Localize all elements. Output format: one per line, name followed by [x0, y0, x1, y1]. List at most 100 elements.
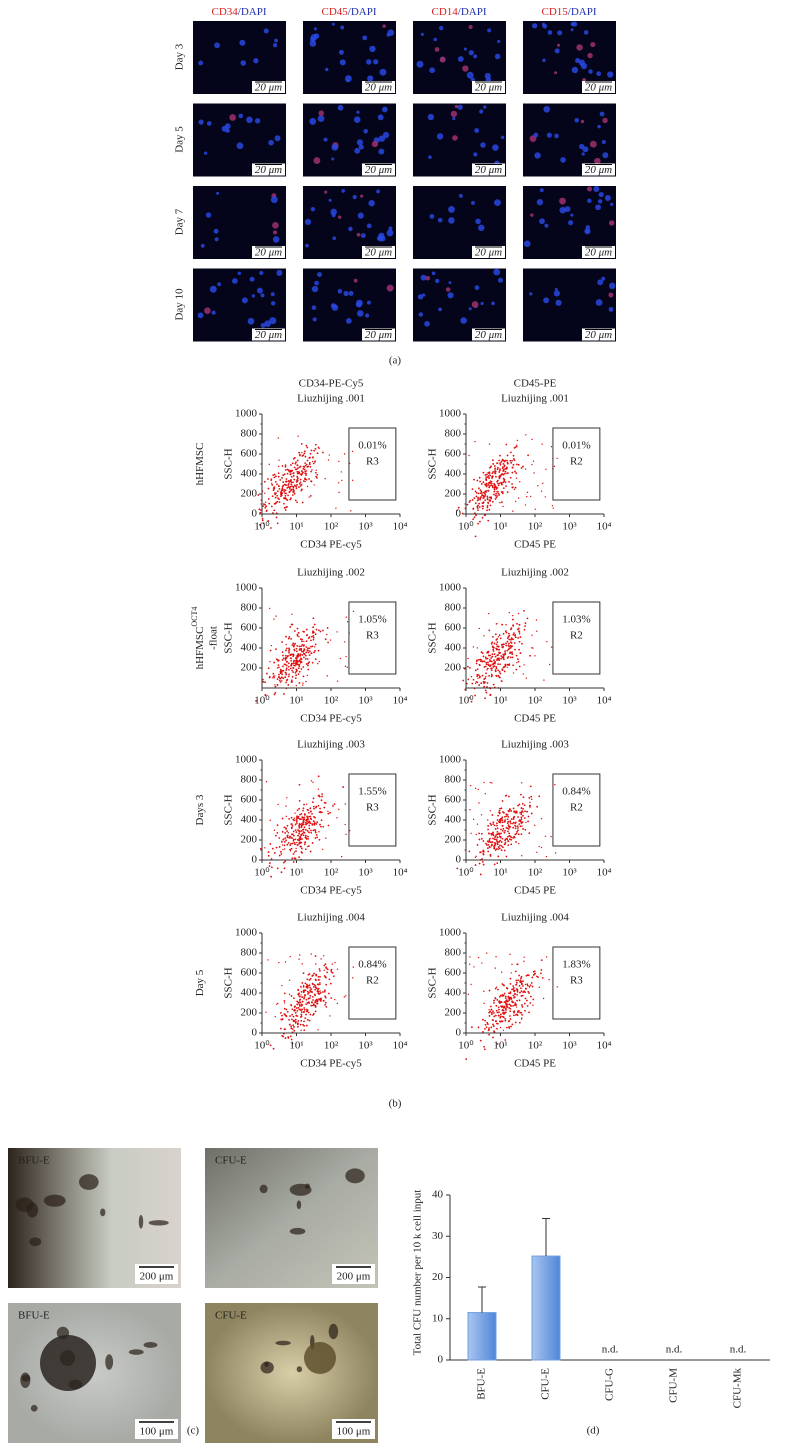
event-dot: [508, 1006, 511, 1009]
event-dot: [482, 680, 485, 683]
event-dot: [300, 648, 303, 650]
event-dot: [514, 821, 517, 824]
event-dot: [528, 985, 531, 988]
event-dot: [307, 837, 310, 840]
event-dot: [501, 1005, 504, 1008]
event-dot: [530, 795, 533, 798]
event-dot: [296, 844, 299, 846]
event-dot: [307, 465, 310, 468]
event-dot: [258, 523, 261, 526]
event-dot: [497, 1006, 500, 1009]
event-dot: [497, 645, 499, 648]
event-dot: [495, 496, 498, 499]
event-dot: [300, 994, 302, 996]
nucleus: [439, 56, 446, 63]
event-dot: [314, 443, 317, 446]
event-dot: [517, 804, 519, 807]
y-tick-label: 800: [241, 947, 258, 959]
nucleus: [309, 40, 317, 47]
event-dot: [543, 679, 545, 681]
event-dot: [497, 484, 500, 487]
scale-bar-label: 20 μm: [255, 329, 282, 341]
marker-label: CD14: [431, 6, 458, 18]
nucleus: [341, 189, 346, 193]
nucleus: [460, 317, 467, 324]
event-dot: [285, 672, 287, 674]
x-tick-label: 10⁴: [597, 521, 612, 533]
event-dot: [297, 989, 299, 991]
event-dot: [275, 834, 277, 837]
event-dot: [280, 853, 283, 855]
event-dot: [304, 464, 307, 467]
event-dot: [291, 613, 293, 616]
event-dot: [471, 682, 474, 685]
event-dot: [308, 461, 311, 464]
event-dot: [484, 656, 487, 659]
event-dot: [486, 1021, 489, 1024]
nucleus: [360, 194, 364, 198]
gate-percent: 1.55%: [358, 786, 386, 798]
event-dot: [470, 1026, 473, 1029]
event-dot: [506, 822, 509, 825]
nucleus: [379, 68, 387, 76]
event-dot: [530, 982, 533, 984]
event-dot: [488, 472, 491, 475]
event-dot: [292, 662, 295, 665]
event-dot: [493, 653, 496, 656]
event-dot: [487, 1023, 489, 1026]
event-dot: [331, 963, 333, 965]
event-dot: [299, 1005, 301, 1007]
event-dot: [474, 856, 477, 859]
event-dot: [494, 828, 497, 830]
event-dot: [303, 803, 305, 806]
sample-name: Liuzhijing .003: [501, 739, 569, 751]
y-tick-label: 200: [241, 834, 258, 846]
event-dot: [265, 780, 268, 783]
event-dot: [516, 990, 519, 993]
event-dot: [280, 840, 283, 843]
event-dot: [302, 682, 304, 684]
event-dot: [265, 505, 268, 508]
event-dot: [298, 1003, 301, 1006]
event-dot: [289, 498, 292, 501]
event-dot: [312, 805, 315, 808]
event-dot: [268, 862, 271, 864]
event-dot: [506, 649, 509, 652]
event-dot: [512, 1004, 515, 1007]
colony: [305, 1183, 310, 1189]
event-dot: [273, 829, 276, 831]
event-dot: [495, 638, 498, 641]
event-dot: [481, 507, 484, 510]
x-tick-label: 10³: [358, 867, 373, 879]
event-dot: [296, 467, 299, 470]
event-dot: [490, 484, 493, 487]
event-dot: [478, 676, 481, 679]
y-tick-label: 200: [445, 1007, 462, 1019]
gate-percent: 1.03%: [562, 614, 590, 626]
event-dot: [291, 825, 294, 827]
event-dot: [478, 476, 481, 479]
event-dot: [505, 644, 508, 647]
nucleus: [388, 226, 393, 231]
x-tick-label: 10⁰: [458, 867, 474, 879]
event-dot: [483, 682, 485, 685]
event-dot: [549, 663, 551, 666]
nucleus: [445, 287, 451, 292]
event-dot: [513, 835, 515, 838]
event-dot: [522, 796, 525, 799]
scale-bar-label: 100 μm: [337, 1426, 371, 1438]
nucleus: [479, 109, 484, 114]
y-tick-label: 600: [241, 967, 258, 979]
event-dot: [479, 873, 482, 876]
event-dot: [497, 846, 500, 848]
event-dot: [486, 657, 489, 660]
event-dot: [492, 834, 495, 837]
x-tick-label: 10³: [358, 1040, 373, 1052]
event-dot: [482, 497, 485, 500]
event-dot: [300, 990, 303, 993]
event-dot: [520, 816, 523, 819]
event-dot: [296, 838, 299, 841]
event-dot: [281, 673, 284, 676]
scale-bar-box: [252, 163, 285, 176]
event-dot: [284, 492, 287, 495]
